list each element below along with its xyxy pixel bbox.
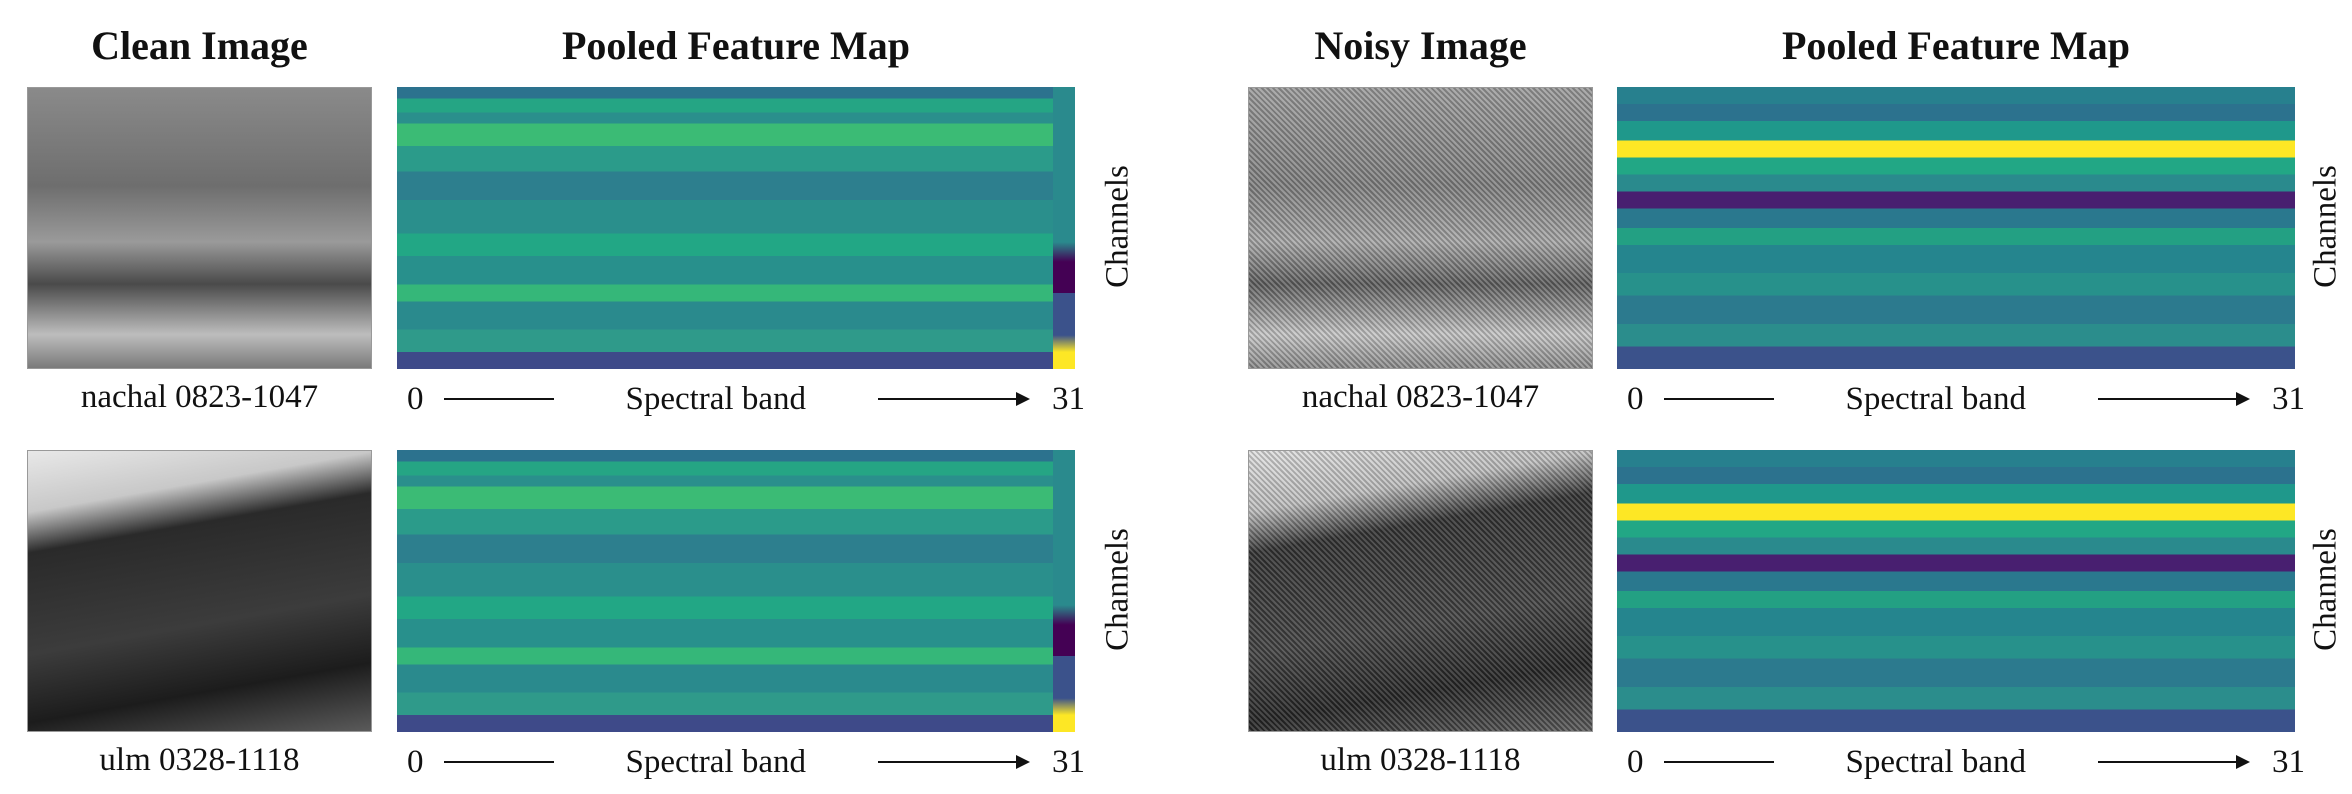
feature-map xyxy=(1617,450,2295,732)
map-title: Pooled Feature Map xyxy=(1606,22,2306,69)
x-axis: 0 Spectral band 31 xyxy=(407,379,1085,419)
y-axis-label: Channels xyxy=(1100,490,1137,690)
axis-line xyxy=(1664,398,1774,400)
x-axis: 0 Spectral band 31 xyxy=(1627,379,2305,419)
x-start-label: 0 xyxy=(407,744,424,781)
image-label: nachal 0823-1047 xyxy=(0,379,400,416)
input-image xyxy=(27,87,372,369)
x-axis-label: Spectral band xyxy=(625,381,806,418)
image-label: ulm 0328-1118 xyxy=(0,742,400,779)
axis-arrow xyxy=(2098,398,2248,400)
axis-arrow xyxy=(878,761,1028,763)
x-end-label: 31 xyxy=(2272,381,2305,418)
x-start-label: 0 xyxy=(1627,744,1644,781)
image-label: ulm 0328-1118 xyxy=(1221,742,1621,779)
axis-line xyxy=(444,761,554,763)
figure: Clean ImagePooled Feature MapChannelsnac… xyxy=(0,0,2352,794)
axis-line xyxy=(1664,761,1774,763)
input-image xyxy=(27,450,372,732)
input-image xyxy=(1248,87,1593,369)
axis-line xyxy=(444,398,554,400)
y-axis-label: Channels xyxy=(2308,490,2345,690)
x-start-label: 0 xyxy=(1627,381,1644,418)
image-label: nachal 0823-1047 xyxy=(1221,379,1621,416)
x-axis: 0 Spectral band 31 xyxy=(1627,742,2305,782)
x-axis: 0 Spectral band 31 xyxy=(407,742,1085,782)
feature-map-column xyxy=(1053,87,1075,369)
feature-map xyxy=(397,450,1075,732)
y-axis-label: Channels xyxy=(2308,127,2345,327)
x-start-label: 0 xyxy=(407,381,424,418)
x-axis-label: Spectral band xyxy=(1845,381,2026,418)
x-end-label: 31 xyxy=(2272,744,2305,781)
feature-map xyxy=(397,87,1075,369)
axis-arrow xyxy=(878,398,1028,400)
y-axis-label: Channels xyxy=(1100,127,1137,327)
feature-map-column xyxy=(1053,450,1075,732)
axis-arrow xyxy=(2098,761,2248,763)
x-axis-label: Spectral band xyxy=(625,744,806,781)
input-image xyxy=(1248,450,1593,732)
x-end-label: 31 xyxy=(1052,744,1085,781)
x-end-label: 31 xyxy=(1052,381,1085,418)
map-title: Pooled Feature Map xyxy=(386,22,1086,69)
x-axis-label: Spectral band xyxy=(1845,744,2026,781)
feature-map xyxy=(1617,87,2295,369)
